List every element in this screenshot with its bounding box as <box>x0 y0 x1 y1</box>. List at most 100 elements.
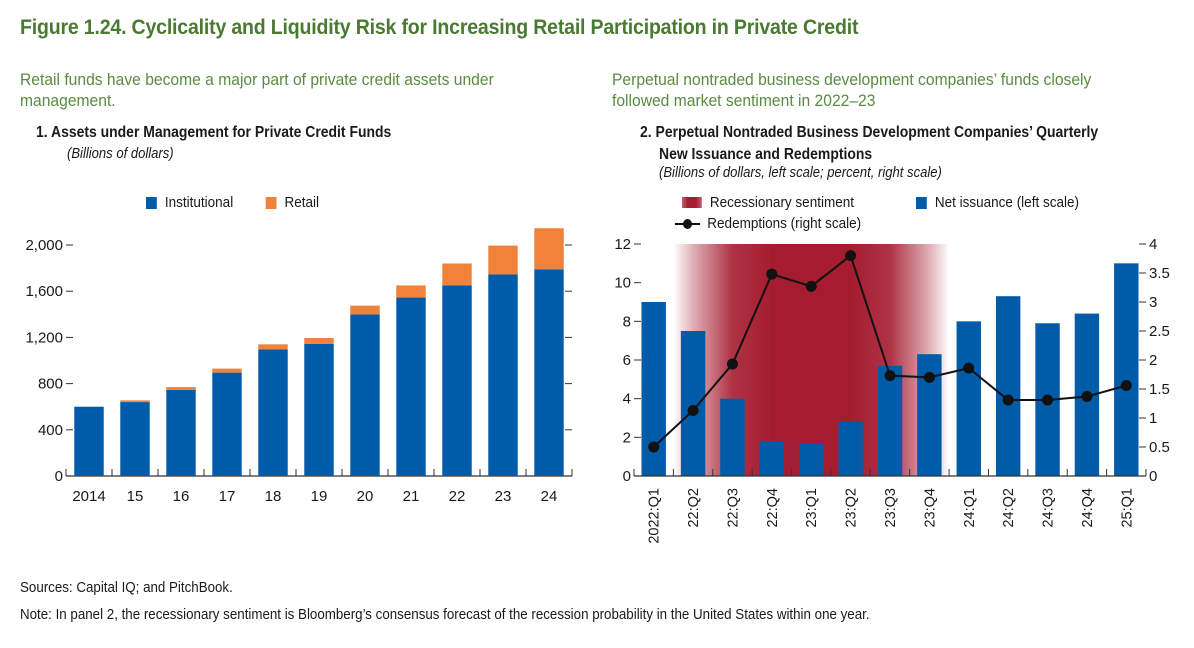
y-tick-label-right: 1.5 <box>1149 381 1170 398</box>
bar-institutional <box>350 314 380 476</box>
x-tick-label: 22:Q2 <box>686 488 702 528</box>
bar-net-issuance <box>877 365 903 476</box>
sources-text: Sources: Capital IQ; and PitchBook. <box>20 580 233 596</box>
bar-retail <box>212 368 242 373</box>
bar-net-issuance <box>956 321 981 476</box>
bar-retail <box>534 228 564 270</box>
y-tick-label-right: 2 <box>1149 352 1157 369</box>
y-tick-label: 1,200 <box>25 329 63 346</box>
y-tick-label-right: 0 <box>1149 468 1157 485</box>
bar-retail <box>396 285 426 298</box>
x-tick-label: 25:Q1 <box>1119 488 1135 528</box>
panel2-legend-redemptions: Redemptions (right scale) <box>674 215 861 232</box>
x-tick-label: 16 <box>173 488 190 505</box>
point-redemptions <box>1002 394 1014 406</box>
recession-shading <box>673 244 950 476</box>
x-tick-label: 22:Q3 <box>725 488 741 528</box>
legend-swatch-institutional <box>146 196 157 209</box>
x-tick-label: 19 <box>311 488 328 505</box>
legend-label-redemptions: Redemptions (right scale) <box>707 215 862 232</box>
point-redemptions <box>923 371 935 383</box>
bar-net-issuance <box>680 331 706 476</box>
bar-net-issuance <box>799 443 824 476</box>
bar-retail <box>350 305 380 315</box>
x-tick-label: 21 <box>403 488 420 505</box>
panel2-legend-issuance: Net issuance (left scale) <box>916 194 1079 211</box>
legend-label-retail: Retail <box>284 194 320 211</box>
y-tick-label-left: 2 <box>623 429 631 446</box>
panel2-lead: Perpetual nontraded business development… <box>612 70 1092 110</box>
panel2-title-line2: New Issuance and Redemptions <box>659 146 873 163</box>
panel2-subtitle: (Billions of dollars, left scale; percen… <box>659 165 942 181</box>
y-tick-label: 800 <box>38 376 63 393</box>
panel2-chart: 0 2 4 6 8 10 12 0 0.5 1 1.5 2 2.5 3 3.5 4 2022:Q1 22:Q2 22… <box>614 236 1170 544</box>
x-tick-label: 2022:Q1 <box>647 488 663 544</box>
x-tick-label: 23:Q4 <box>922 488 938 528</box>
point-redemptions <box>1081 391 1093 403</box>
y-tick-label: 400 <box>38 422 63 439</box>
legend-swatch-recession <box>682 197 702 208</box>
panel1-title: 1. Assets under Management for Private C… <box>36 124 392 141</box>
point-redemptions <box>726 358 738 370</box>
legend-label-institutional: Institutional <box>164 194 234 211</box>
point-redemptions <box>1120 380 1132 392</box>
y-tick-label-right: 2.5 <box>1149 323 1170 340</box>
x-tick-label: 18 <box>265 488 282 505</box>
bar-retail <box>120 400 150 403</box>
bar-institutional <box>304 343 334 476</box>
bar-retail <box>258 344 288 350</box>
y-tick-label-right: 3.5 <box>1149 265 1170 282</box>
point-redemptions <box>963 362 975 374</box>
x-tick-label: 2014 <box>72 488 105 505</box>
bar-retail <box>442 263 472 286</box>
bar-retail <box>166 387 196 390</box>
note-text: Note: In panel 2, the recessionary senti… <box>20 607 870 623</box>
x-tick-label: 23:Q2 <box>844 488 860 528</box>
panel2-title-line1: 2. Perpetual Nontraded Business Developm… <box>640 124 1099 141</box>
y-tick-label-left: 6 <box>623 352 631 369</box>
panel2-legend-recession: Recessionary sentiment <box>682 194 854 211</box>
y-tick-label: 1,600 <box>25 283 63 300</box>
bar-net-issuance <box>838 421 863 476</box>
y-tick-label-right: 4 <box>1149 236 1157 253</box>
bar-institutional <box>442 285 472 476</box>
legend-label-recession: Recessionary sentiment <box>709 194 854 211</box>
x-tick-label: 24:Q3 <box>1041 488 1057 528</box>
y-tick-label-right: 3 <box>1149 294 1157 311</box>
bar-institutional <box>74 406 104 476</box>
x-tick-label: 15 <box>127 488 144 505</box>
x-tick-label: 23 <box>495 488 512 505</box>
bar-institutional <box>534 269 564 476</box>
x-tick-label: 24:Q4 <box>1080 488 1096 527</box>
bar-net-issuance <box>995 296 1021 476</box>
legend-line-marker-icon <box>674 218 701 229</box>
bar-retail <box>488 245 518 275</box>
point-redemptions <box>884 370 896 382</box>
point-redemptions <box>687 404 699 416</box>
panel1-chart: 0 400 800 1,200 1,600 2,000 2014 15 16 17 18 19 20 21… <box>25 228 573 505</box>
y-tick-label-left: 4 <box>623 391 631 408</box>
x-tick-label: 17 <box>219 488 236 505</box>
point-redemptions <box>766 268 778 280</box>
point-redemptions <box>1042 394 1054 406</box>
x-tick-label: 20 <box>357 488 374 505</box>
bar-institutional <box>120 402 150 476</box>
legend-swatch-issuance <box>916 196 927 209</box>
legend-label-issuance: Net issuance (left scale) <box>934 194 1079 211</box>
y-tick-label-left: 10 <box>614 275 631 292</box>
bar-institutional <box>212 372 242 476</box>
y-tick-label-right: 0.5 <box>1149 439 1170 456</box>
panel1-legend: Institutional Retail <box>146 194 319 211</box>
x-tick-label: 24 <box>541 488 558 505</box>
y-tick-label-left: 8 <box>623 313 631 330</box>
bar-institutional <box>258 349 288 476</box>
x-tick-label: 24:Q1 <box>962 488 978 528</box>
y-tick-label: 0 <box>55 468 63 485</box>
panel1-subtitle: (Billions of dollars) <box>67 146 174 162</box>
point-redemptions <box>805 280 817 292</box>
x-tick-label: 22:Q4 <box>765 488 781 528</box>
bar-net-issuance <box>759 441 785 476</box>
point-redemptions <box>845 250 857 262</box>
y-tick-label-left: 12 <box>614 236 631 253</box>
x-tick-label: 23:Q1 <box>804 488 820 528</box>
